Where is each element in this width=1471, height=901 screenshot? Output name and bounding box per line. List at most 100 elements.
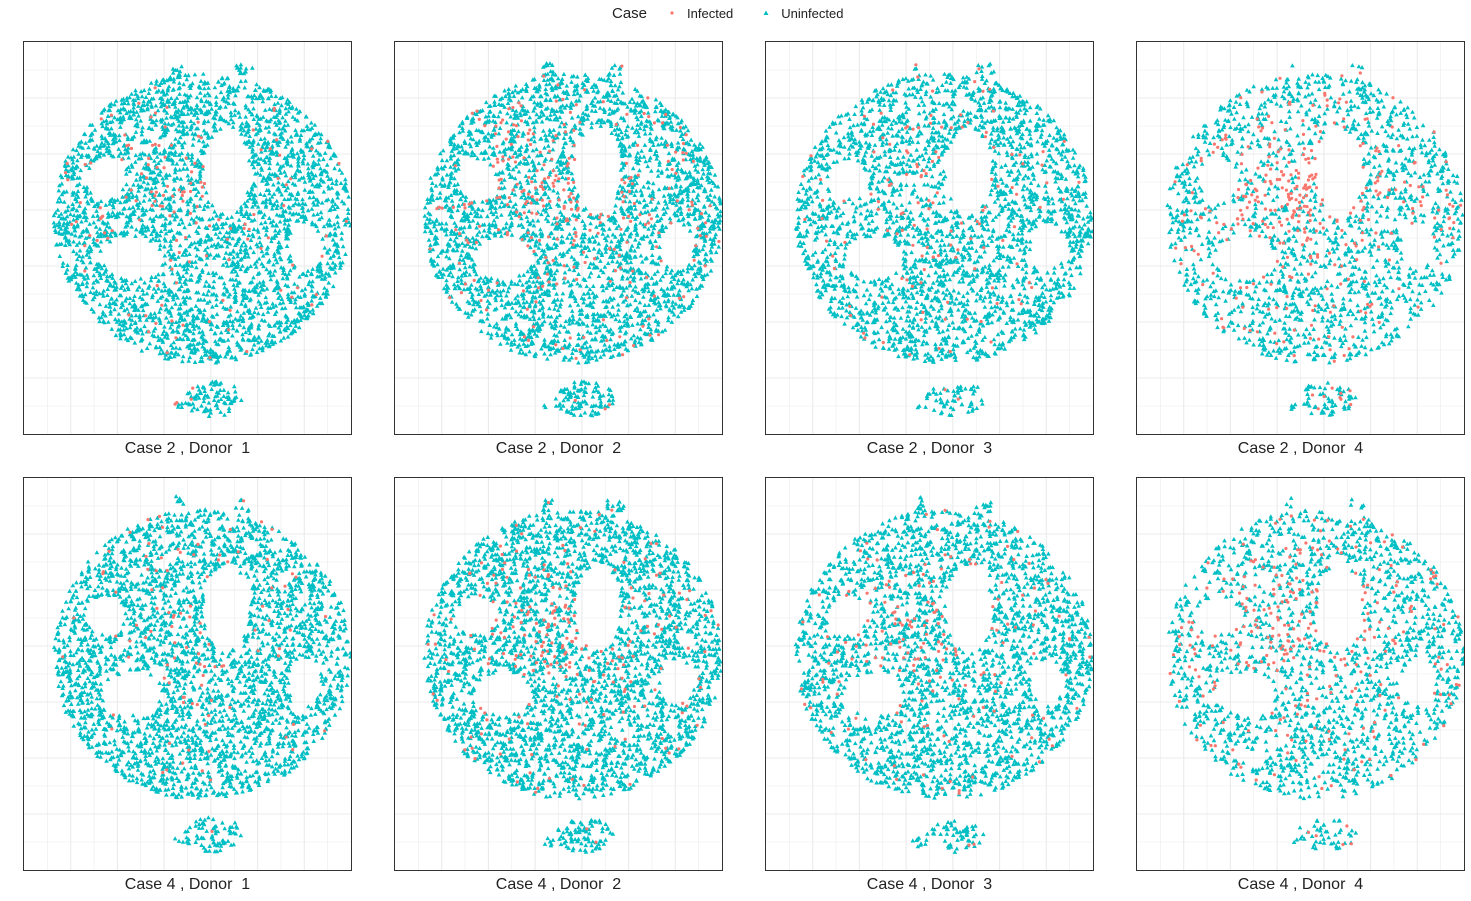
uninfected-point	[238, 204, 244, 209]
uninfected-point	[60, 263, 65, 268]
uninfected-point	[286, 109, 291, 114]
uninfected-point	[89, 306, 94, 311]
uninfected-point	[193, 259, 198, 264]
uninfected-point	[138, 228, 143, 233]
uninfected-point	[100, 312, 106, 317]
uninfected-point	[309, 120, 314, 125]
infected-point	[259, 148, 263, 152]
uninfected-point	[315, 228, 321, 233]
uninfected-point	[61, 223, 66, 228]
uninfected-point	[633, 297, 638, 303]
uninfected-point	[508, 347, 514, 352]
infected-point	[65, 161, 69, 165]
uninfected-point	[294, 218, 299, 223]
uninfected-point	[102, 142, 107, 147]
uninfected-point	[222, 98, 227, 103]
uninfected-point	[250, 99, 255, 104]
uninfected-point	[111, 205, 116, 210]
uninfected-point	[652, 222, 657, 227]
uninfected-point	[656, 200, 661, 205]
uninfected-point	[178, 195, 184, 200]
uninfected-point	[191, 322, 196, 327]
uninfected-point	[504, 326, 509, 331]
uninfected-point	[319, 276, 325, 281]
uninfected-point	[147, 167, 153, 172]
uninfected-point	[657, 244, 662, 249]
uninfected-point	[663, 270, 668, 276]
uninfected-point	[68, 155, 74, 160]
uninfected-point	[574, 320, 579, 325]
uninfected-point	[298, 317, 303, 322]
uninfected-point	[113, 316, 118, 322]
uninfected-point	[301, 156, 307, 161]
uninfected-point	[502, 185, 507, 190]
uninfected-point	[101, 271, 106, 276]
uninfected-point	[541, 251, 546, 256]
uninfected-point	[563, 319, 569, 324]
uninfected-point	[153, 103, 159, 108]
uninfected-point	[91, 309, 96, 314]
uninfected-point	[531, 263, 537, 268]
uninfected-point	[128, 335, 133, 340]
uninfected-point	[263, 295, 269, 300]
uninfected-point	[312, 131, 318, 136]
uninfected-point	[256, 325, 261, 330]
uninfected-point	[226, 396, 232, 401]
uninfected-point	[227, 401, 233, 406]
uninfected-point	[110, 137, 116, 142]
uninfected-point	[195, 384, 201, 389]
uninfected-point	[301, 152, 307, 157]
uninfected-point	[83, 235, 89, 240]
uninfected-point	[179, 120, 184, 125]
uninfected-point	[111, 154, 116, 159]
uninfected-point	[177, 72, 183, 77]
uninfected-point	[184, 102, 190, 107]
uninfected-point	[272, 101, 277, 107]
uninfected-point	[51, 220, 57, 225]
uninfected-point	[189, 152, 195, 157]
uninfected-point	[252, 196, 257, 201]
uninfected-point	[571, 92, 577, 97]
uninfected-point	[512, 337, 517, 342]
uninfected-point	[80, 145, 86, 150]
uninfected-point	[656, 299, 661, 305]
uninfected-point	[570, 320, 575, 325]
uninfected-point	[208, 410, 214, 415]
uninfected-point	[67, 219, 73, 224]
uninfected-point	[302, 291, 307, 297]
uninfected-point	[681, 222, 687, 227]
uninfected-point	[527, 168, 532, 173]
uninfected-point	[104, 273, 110, 279]
uninfected-point	[100, 309, 106, 314]
uninfected-point	[642, 302, 648, 307]
uninfected-point	[592, 103, 598, 108]
uninfected-point	[274, 278, 280, 283]
uninfected-point	[606, 281, 611, 286]
uninfected-point	[230, 85, 236, 91]
uninfected-point	[540, 297, 546, 302]
uninfected-point	[253, 183, 258, 188]
uninfected-point	[589, 84, 595, 89]
uninfected-point	[426, 210, 431, 215]
uninfected-point	[582, 277, 588, 282]
uninfected-point	[110, 210, 115, 215]
uninfected-point	[194, 253, 199, 258]
uninfected-point	[141, 179, 147, 184]
facet-label-1: Case 2 , Donor 1	[23, 440, 352, 458]
uninfected-point	[307, 137, 313, 142]
uninfected-point	[181, 310, 187, 315]
uninfected-point	[499, 303, 505, 308]
uninfected-point	[115, 197, 120, 202]
uninfected-point	[204, 98, 209, 103]
uninfected-point	[70, 176, 76, 181]
uninfected-point	[699, 235, 704, 240]
uninfected-point	[116, 317, 122, 322]
uninfected-point	[146, 152, 152, 157]
uninfected-point	[129, 162, 134, 167]
uninfected-point	[440, 266, 446, 271]
uninfected-point	[271, 262, 276, 267]
uninfected-point	[451, 282, 457, 287]
uninfected-point	[119, 97, 124, 102]
uninfected-point	[178, 184, 184, 189]
uninfected-point	[113, 139, 119, 144]
